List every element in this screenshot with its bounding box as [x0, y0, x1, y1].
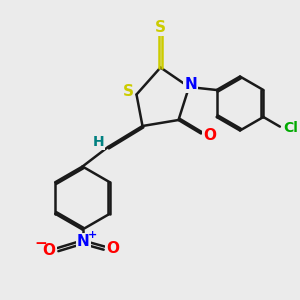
- Text: S: S: [123, 84, 134, 99]
- Text: −: −: [34, 236, 47, 250]
- Text: S: S: [155, 20, 166, 35]
- Text: O: O: [106, 241, 119, 256]
- Text: O: O: [203, 128, 216, 142]
- Text: N: N: [184, 77, 197, 92]
- Text: H: H: [93, 135, 104, 148]
- Text: Cl: Cl: [283, 122, 298, 135]
- Text: O: O: [42, 243, 56, 258]
- Text: +: +: [88, 230, 97, 240]
- Text: N: N: [77, 234, 89, 249]
